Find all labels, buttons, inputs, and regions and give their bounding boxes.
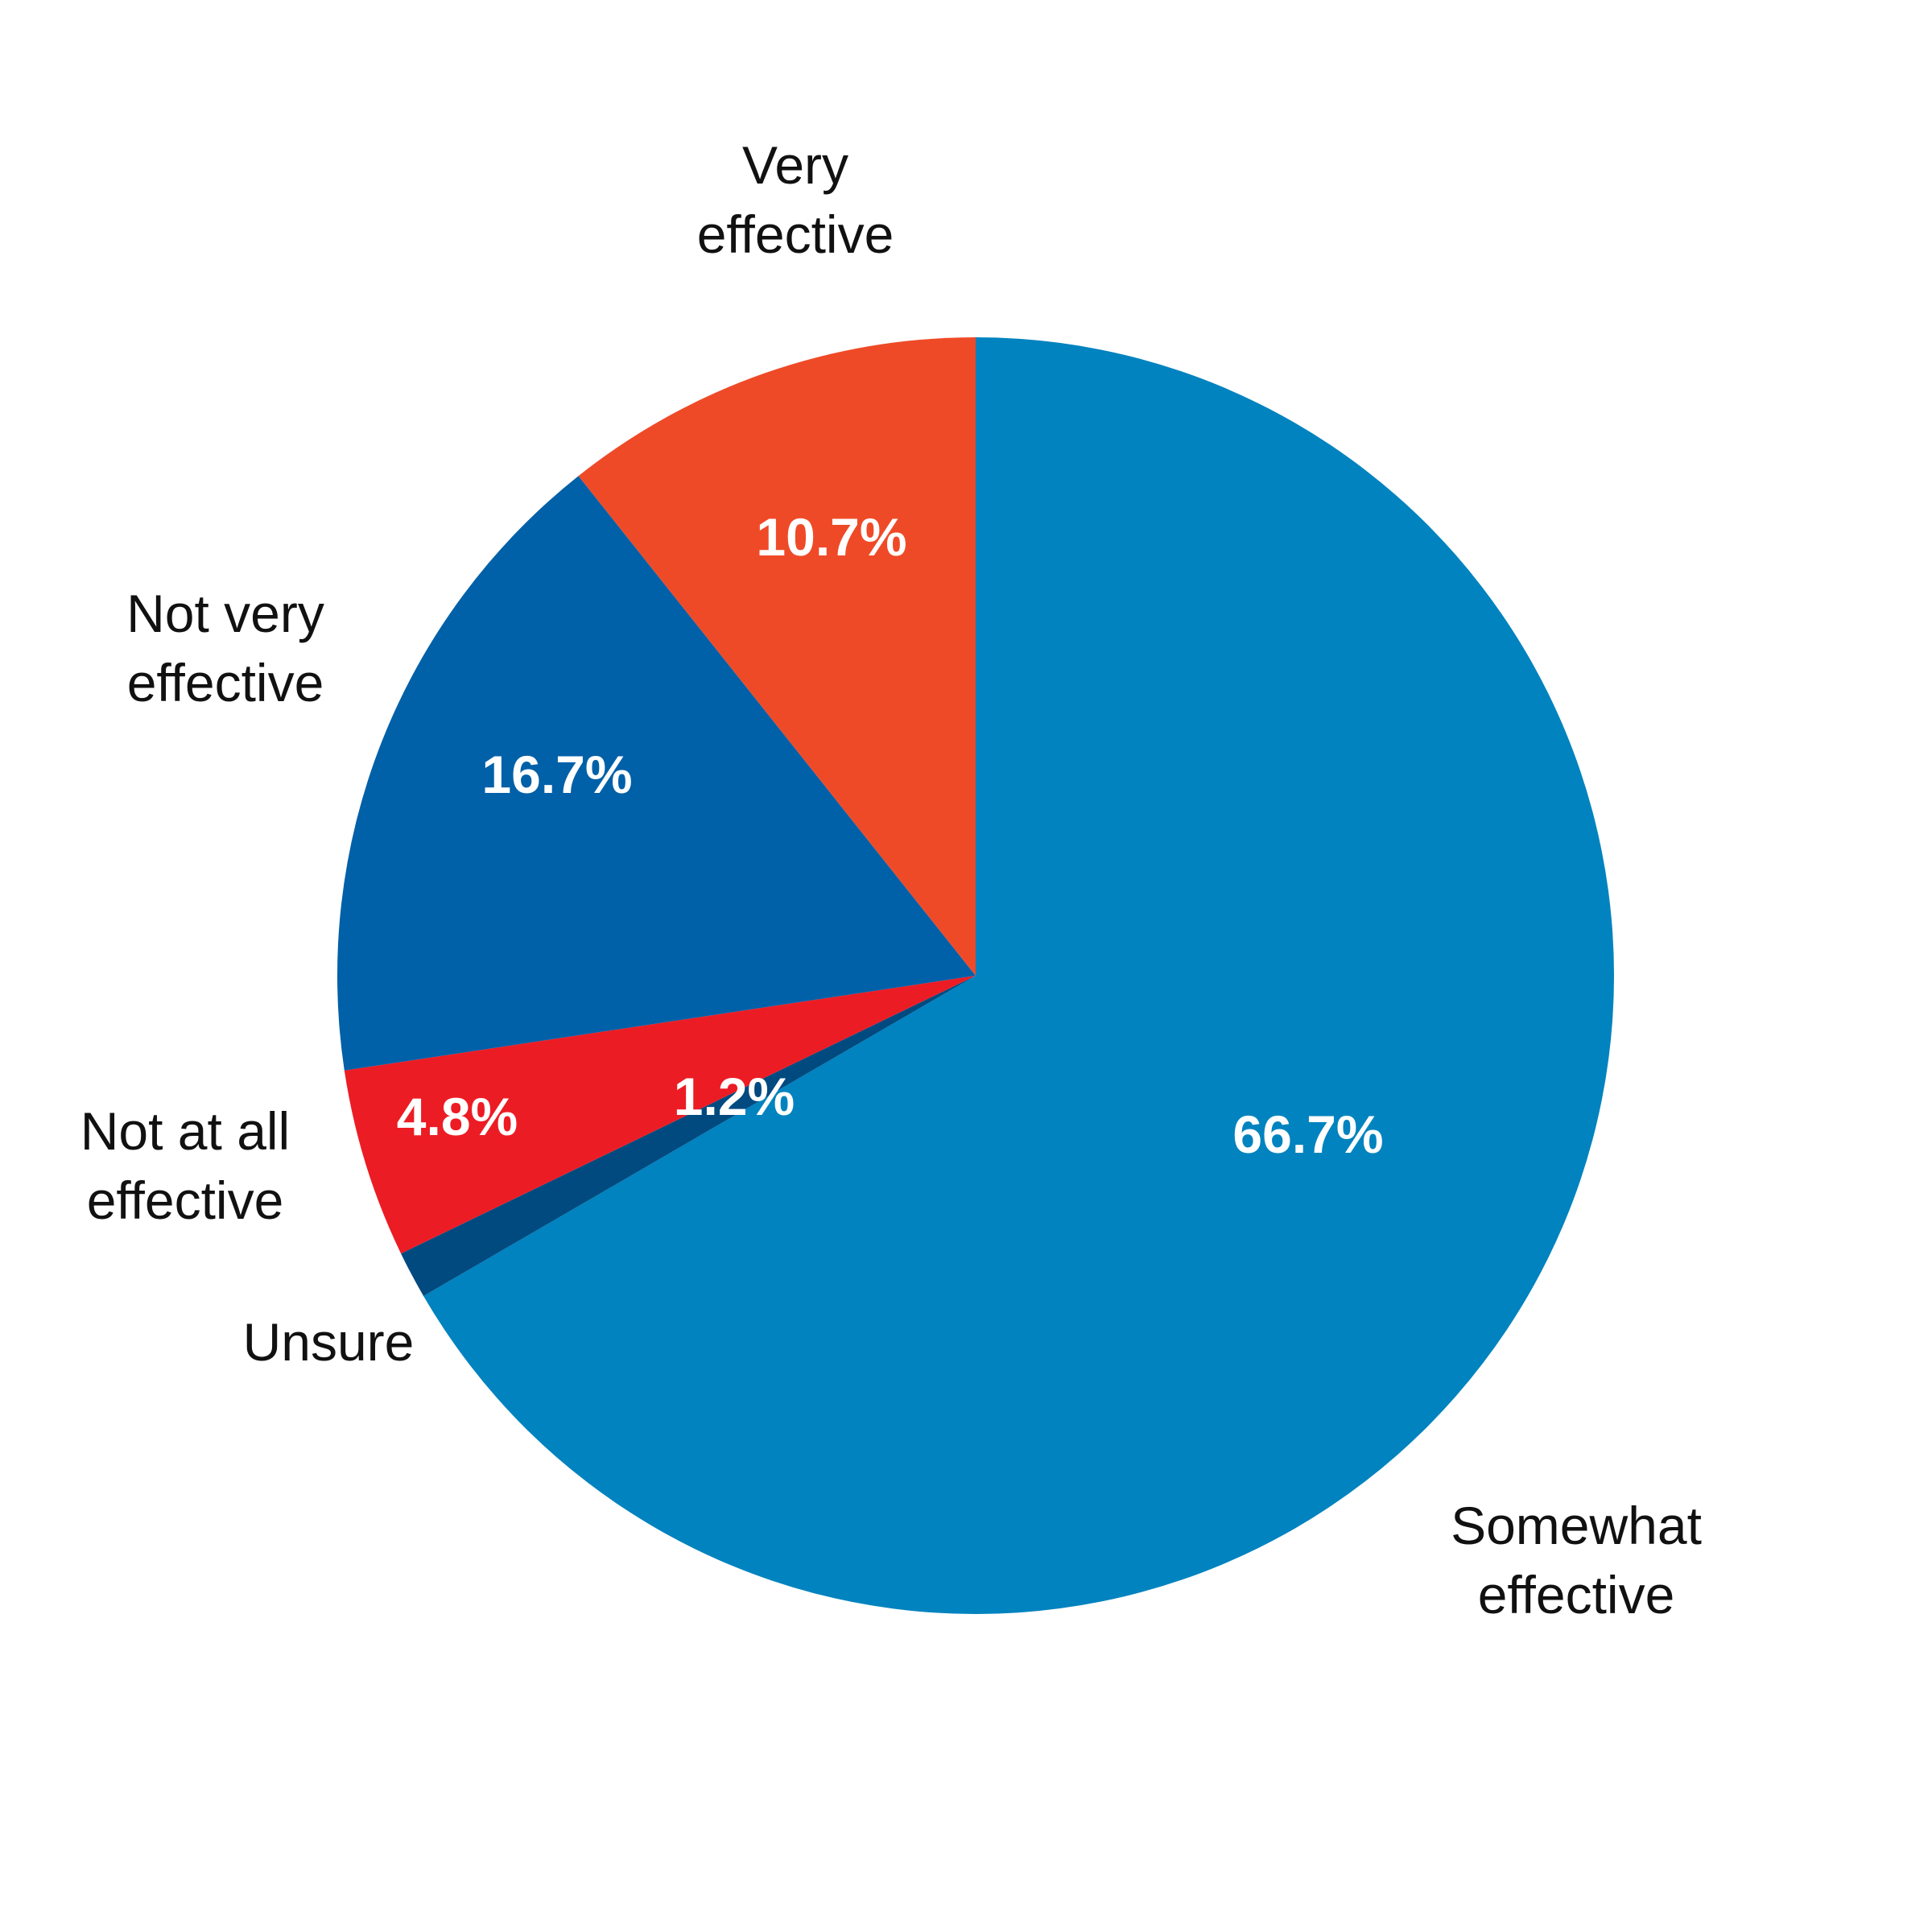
category-label-very-effective: Very effective [697,135,894,264]
value-label-very-effective: 10.7% [756,507,906,567]
category-label-line: effective [697,204,894,264]
pie-slice-somewhat-effective [423,337,1614,1614]
category-label-line: effective [87,1170,284,1230]
category-label-not-at-all-effective: Not at all effective [80,1101,290,1230]
value-labels: 66.7% 1.2% 4.8% 16.7% 10.7% [397,507,1384,1164]
value-label-unsure: 1.2% [674,1067,795,1126]
value-label-somewhat-effective: 66.7% [1232,1104,1383,1164]
category-label-not-very-effective: Not very effective [126,584,324,712]
category-label-line: Not very [126,584,324,643]
pie-slices [337,337,1614,1614]
pie-slice-not-at-all-effective [344,976,976,1254]
category-label-line: Very [742,135,848,195]
category-label-somewhat-effective: Somewhat effective [1451,1496,1702,1624]
pie-slice-very-effective [578,337,976,976]
value-label-not-very-effective: 16.7% [481,745,632,804]
pie-slice-unsure [401,976,976,1296]
value-label-not-at-all-effective: 4.8% [397,1087,518,1146]
category-label-line: effective [127,653,324,712]
category-label-line: Unsure [243,1312,415,1372]
pie-slice-not-very-effective [337,476,976,1071]
category-labels: Somewhat effective Unsure Not at all effecti… [80,135,1702,1624]
category-label-line: Somewhat [1451,1496,1702,1555]
category-label-unsure: Unsure [243,1312,415,1372]
category-label-line: effective [1478,1565,1675,1624]
category-label-line: Not at all [80,1101,290,1161]
